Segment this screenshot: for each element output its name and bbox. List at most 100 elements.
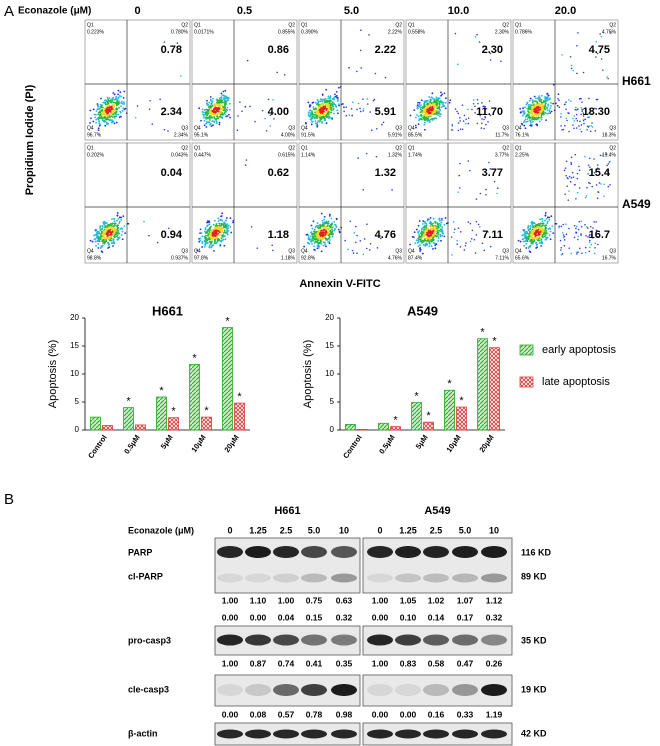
event-dot	[308, 235, 310, 237]
event-dot	[454, 228, 456, 230]
event-dot	[419, 236, 421, 238]
event-dot	[369, 111, 371, 113]
event-dot	[576, 232, 578, 234]
event-dot	[526, 115, 528, 117]
bar	[136, 425, 146, 430]
event-dot	[562, 224, 564, 226]
event-dot	[325, 238, 327, 240]
event-dot	[110, 233, 112, 235]
quadrant-percent: 3.77%	[495, 152, 510, 158]
event-dot	[273, 118, 275, 120]
event-dot	[421, 242, 423, 244]
event-dot	[119, 237, 121, 239]
event-dot	[560, 125, 562, 127]
event-dot	[591, 186, 593, 188]
event-dot	[224, 100, 226, 102]
event-dot	[210, 233, 212, 235]
event-dot	[529, 104, 531, 106]
event-dot	[108, 224, 110, 226]
event-dot	[563, 234, 565, 236]
event-dot	[436, 104, 438, 106]
event-dot	[441, 226, 443, 228]
event-dot	[603, 183, 605, 185]
event-dot	[531, 119, 533, 121]
event-dot	[430, 100, 432, 102]
event-dot	[360, 29, 362, 31]
event-dot	[360, 111, 362, 113]
event-dot	[475, 36, 477, 38]
event-dot	[572, 124, 574, 126]
event-dot	[272, 250, 274, 252]
event-dot	[543, 106, 545, 108]
event-dot	[114, 94, 116, 96]
event-dot	[100, 106, 102, 108]
event-dot	[332, 236, 334, 238]
event-dot	[315, 123, 317, 125]
quadrant-percent: 1.32%	[388, 152, 403, 158]
event-dot	[453, 221, 455, 223]
event-dot	[204, 109, 206, 111]
event-dot	[565, 101, 567, 103]
event-dot	[251, 226, 253, 228]
plot-frame	[192, 143, 297, 263]
event-dot	[323, 224, 325, 226]
event-dot	[319, 121, 321, 123]
event-dot	[445, 97, 447, 99]
event-dot	[431, 92, 433, 94]
event-dot	[329, 236, 331, 238]
quadrant-percent: 2.22%	[388, 29, 403, 35]
event-dot	[473, 103, 475, 105]
protein-band	[395, 546, 421, 558]
event-dot	[430, 226, 432, 228]
event-dot	[311, 110, 313, 112]
event-dot	[535, 233, 537, 235]
event-dot	[557, 98, 559, 100]
event-dot	[324, 216, 326, 218]
event-dot	[436, 228, 438, 230]
event-dot	[112, 229, 114, 231]
event-dot	[308, 113, 310, 115]
event-dot	[433, 242, 435, 244]
quantification-value: 0.74	[278, 658, 295, 668]
event-dot	[123, 91, 125, 93]
event-dot	[521, 123, 523, 125]
event-dot	[109, 238, 111, 240]
event-dot	[327, 225, 329, 227]
x-tick-label: 20μM	[222, 433, 240, 454]
event-dot	[539, 238, 541, 240]
event-dot	[572, 70, 574, 72]
event-dot	[445, 102, 447, 104]
event-dot	[548, 217, 550, 219]
event-dot	[221, 96, 223, 98]
event-dot	[114, 99, 116, 101]
event-dot	[573, 127, 575, 129]
quadrant-name: Q3	[395, 125, 402, 131]
quantification-value: 0.10	[400, 612, 417, 622]
event-dot	[568, 99, 570, 101]
event-dot	[436, 96, 438, 98]
event-dot	[105, 105, 107, 107]
flow-plot: Q10.786%Q24.75%Q476.1%Q318.3%4.7518.30	[513, 20, 618, 140]
event-dot	[458, 122, 460, 124]
event-dot	[356, 252, 358, 254]
protein-band	[217, 574, 243, 583]
event-dot	[437, 223, 439, 225]
event-dot	[111, 100, 113, 102]
flow-plot: Q10.447%Q20.615%Q497.8%Q31.18%0.621.18	[192, 143, 297, 263]
event-dot	[105, 238, 107, 240]
event-dot	[219, 243, 221, 245]
event-dot	[487, 121, 489, 123]
bar	[202, 417, 212, 430]
event-dot	[336, 226, 338, 228]
bar	[445, 390, 455, 430]
event-dot	[536, 224, 538, 226]
event-dot	[326, 231, 328, 233]
event-dot	[599, 33, 601, 35]
event-dot	[597, 244, 599, 246]
event-dot	[110, 111, 112, 113]
event-dot	[571, 157, 573, 159]
event-dot	[566, 233, 568, 235]
event-dot	[108, 107, 110, 109]
quantification-value: 1.00	[278, 595, 295, 605]
event-dot	[118, 102, 120, 104]
